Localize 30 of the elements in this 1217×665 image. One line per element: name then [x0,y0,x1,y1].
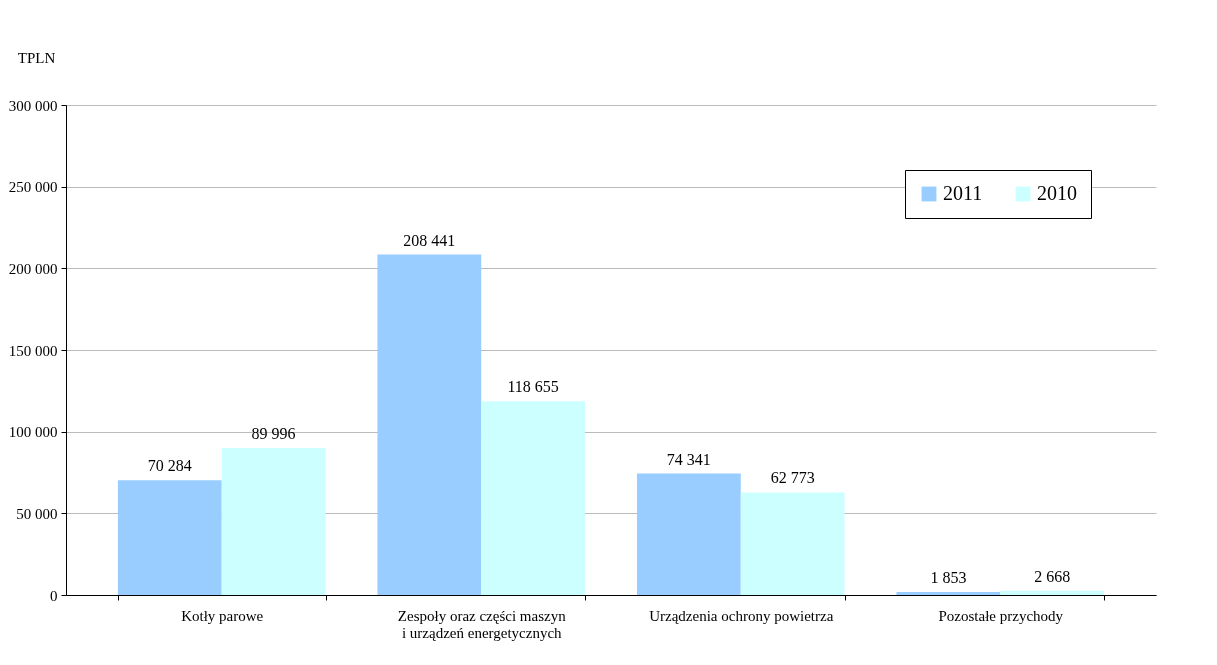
data-label: 1 853 [930,568,967,586]
x-tick-label: Urządzenia ochrony powietrza [649,607,834,624]
y-tick-label: 50 000 [16,505,58,522]
y-axis-title: TPLN [17,49,56,66]
x-tick-label: Pozostałe przychody [938,607,1064,624]
data-label: 89 996 [251,425,296,443]
x-tick-label: Kotły parowe [181,607,264,624]
data-label: 208 441 [403,231,456,249]
data-label: 70 284 [147,457,192,475]
y-tick-label: 150 000 [8,342,58,359]
data-label: 2 668 [1034,567,1071,585]
y-tick-label: 250 000 [8,179,58,196]
y-tick-label: 0 [50,587,58,604]
legend-label: 2011 [943,182,983,204]
y-tick-label: 200 000 [8,260,58,277]
bar [221,448,326,595]
bar [1000,590,1105,595]
bar [740,492,845,595]
y-tick-label: 300 000 [8,97,58,114]
data-label: 62 773 [770,469,815,487]
bar [117,480,222,595]
legend-label: 2010 [1037,182,1077,204]
bar [636,473,741,595]
data-label: 74 341 [666,450,711,468]
data-label: 118 655 [507,378,559,396]
bar [896,591,1001,595]
y-tick-label: 100 000 [8,424,58,441]
x-tick-label: Zespoły oraz części maszyn i urządzeń energetycznych [397,607,567,641]
bar [481,401,586,595]
bar [377,254,482,595]
